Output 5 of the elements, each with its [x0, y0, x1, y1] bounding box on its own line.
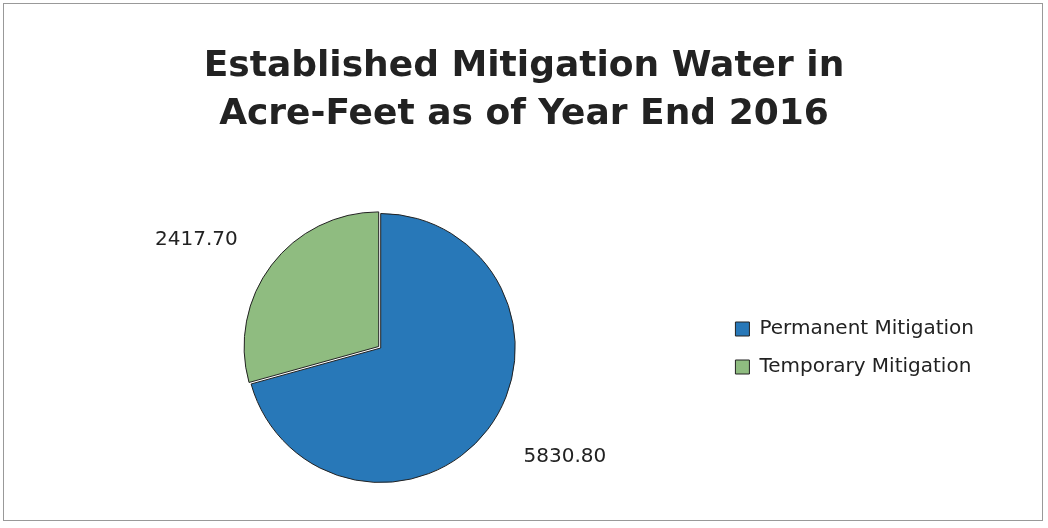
legend-label: Temporary Mitigation	[758, 353, 972, 378]
chart-title: Established Mitigation Water in Acre-Feet as of Year End 2016	[202, 42, 846, 134]
data-label: 5830.80	[523, 442, 607, 467]
legend-label: Permanent Mitigation	[759, 315, 974, 340]
data-label: 2417.70	[155, 225, 238, 250]
